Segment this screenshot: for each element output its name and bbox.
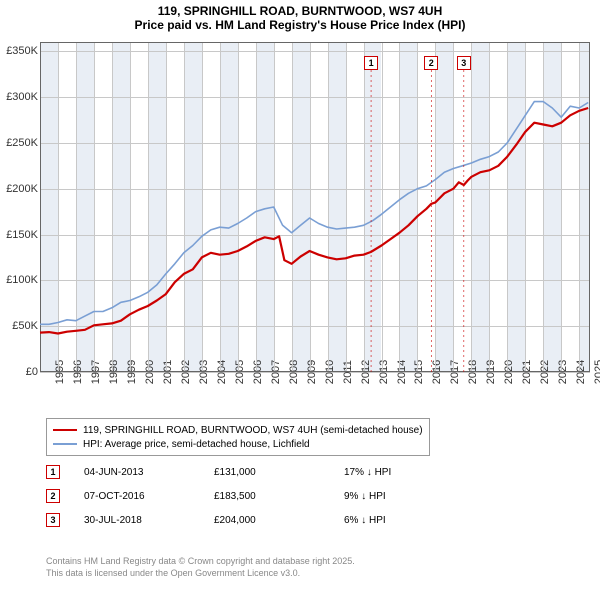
legend-row-hpi: HPI: Average price, semi-detached house,… xyxy=(53,437,423,451)
transaction-row: 2 07-OCT-2016£183,5009% ↓ HPI xyxy=(46,484,474,508)
sale-marker-2: 2 xyxy=(424,56,438,70)
transaction-marker: 2 xyxy=(46,489,60,503)
title-line-1: 119, SPRINGHILL ROAD, BURNTWOOD, WS7 4UH xyxy=(0,4,600,18)
transaction-delta: 9% ↓ HPI xyxy=(344,491,474,502)
title-line-2: Price paid vs. HM Land Registry's House … xyxy=(0,18,600,32)
footnote-line-1: Contains HM Land Registry data © Crown c… xyxy=(46,556,355,568)
legend-row-price_paid: 119, SPRINGHILL ROAD, BURNTWOOD, WS7 4UH… xyxy=(53,423,423,437)
y-axis-label: £150K xyxy=(6,229,40,241)
footnote-line-2: This data is licensed under the Open Gov… xyxy=(46,568,355,580)
legend-label: HPI: Average price, semi-detached house,… xyxy=(83,439,310,450)
line-series-svg xyxy=(40,42,590,372)
sale-marker-3: 3 xyxy=(457,56,471,70)
series-hpi xyxy=(40,102,588,325)
transaction-date: 07-OCT-2016 xyxy=(84,491,214,502)
transaction-price: £204,000 xyxy=(214,515,344,526)
transaction-delta: 6% ↓ HPI xyxy=(344,515,474,526)
chart-title: 119, SPRINGHILL ROAD, BURNTWOOD, WS7 4UH… xyxy=(0,0,600,32)
footnote: Contains HM Land Registry data © Crown c… xyxy=(46,556,355,579)
legend-swatch xyxy=(53,429,77,431)
y-axis-label: £0 xyxy=(26,366,40,378)
sale-marker-1: 1 xyxy=(364,56,378,70)
transaction-date: 04-JUN-2013 xyxy=(84,467,214,478)
y-axis-label: £200K xyxy=(6,183,40,195)
chart-plot-area: £0£50K£100K£150K£200K£250K£300K£350K1995… xyxy=(40,42,590,372)
transaction-marker: 3 xyxy=(46,513,60,527)
legend-swatch xyxy=(53,443,77,445)
legend: 119, SPRINGHILL ROAD, BURNTWOOD, WS7 4UH… xyxy=(46,418,430,456)
transaction-delta: 17% ↓ HPI xyxy=(344,467,474,478)
transaction-date: 30-JUL-2018 xyxy=(84,515,214,526)
y-axis-label: £300K xyxy=(6,91,40,103)
transaction-price: £183,500 xyxy=(214,491,344,502)
transaction-marker: 1 xyxy=(46,465,60,479)
y-axis-label: £100K xyxy=(6,274,40,286)
transaction-row: 3 30-JUL-2018£204,0006% ↓ HPI xyxy=(46,508,474,532)
y-axis-label: £50K xyxy=(12,320,40,332)
transaction-table: 1 04-JUN-2013£131,00017% ↓ HPI 2 07-OCT-201… xyxy=(46,460,474,532)
transaction-row: 1 04-JUN-2013£131,00017% ↓ HPI xyxy=(46,460,474,484)
legend-label: 119, SPRINGHILL ROAD, BURNTWOOD, WS7 4UH… xyxy=(83,425,423,436)
transaction-price: £131,000 xyxy=(214,467,344,478)
y-axis-label: £350K xyxy=(6,45,40,57)
y-axis-label: £250K xyxy=(6,137,40,149)
